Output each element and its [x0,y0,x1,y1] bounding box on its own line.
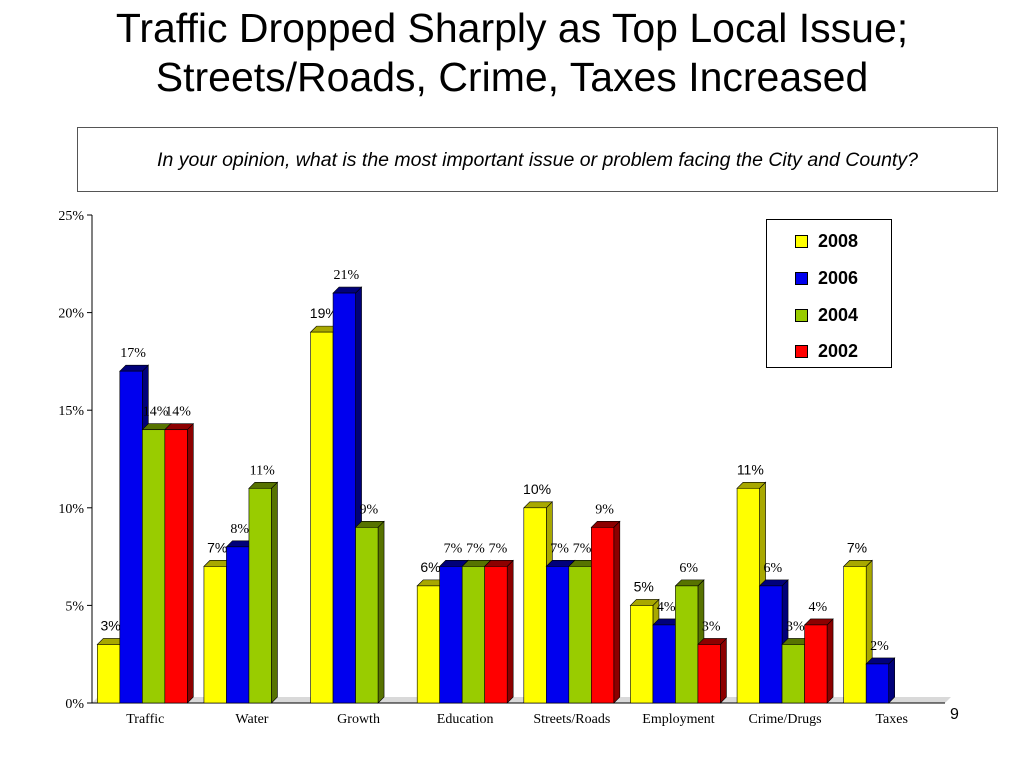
bar-side-2002-crime-drugs [826,618,834,704]
bar-2006-crime-drugs [759,585,783,704]
data-label-2006-employment: 4% [657,600,676,615]
data-label-2004-employment: 6% [679,561,698,576]
legend-label-2002: 2002 [818,340,859,361]
legend-label-2004: 2004 [818,304,859,325]
data-label-2002-crime-drugs: 4% [808,600,827,615]
data-label-2002-employment: 3% [702,619,721,634]
page-number: 9 [950,706,959,723]
data-label-2008-growth: 19% [310,305,338,321]
bar-2004-streets-roads [568,566,592,704]
legend-label-2006: 2006 [818,267,859,288]
data-label-2006-crime-drugs: 6% [763,561,782,576]
data-label-2008-taxes: 7% [847,539,867,555]
x-tick-label-education: Education [437,712,494,727]
legend-swatch-2002 [795,344,808,358]
bar-2002-traffic [164,429,188,704]
data-label-2004-water: 11% [250,463,275,478]
bar-2008-employment [630,605,654,704]
data-label-2006-streets-roads: 7% [550,541,569,556]
bar-side-2006-taxes [888,657,895,704]
bar-2004-growth [355,527,379,704]
bar-2008-growth [310,331,334,704]
bar-2002-employment [697,644,721,704]
x-tick-label-water: Water [235,712,268,727]
data-label-2008-water: 7% [207,539,227,555]
legend-item-2004: 2004 [795,304,858,326]
bar-2006-education [439,566,463,704]
x-tick-label-taxes: Taxes [875,712,907,727]
data-label-2002-streets-roads: 9% [595,502,614,517]
data-label-2008-traffic: 3% [100,617,120,633]
bar-2006-growth [332,292,356,704]
legend-swatch-2008 [795,234,808,248]
legend-swatch-2006 [795,271,808,285]
data-label-2008-crime-drugs: 11% [737,461,764,477]
bar-2008-streets-roads [523,507,547,704]
title-line-1: Traffic Dropped Sharply as Top Local Iss… [115,5,909,51]
data-label-2008-education: 6% [420,559,440,575]
x-tick-label-streets-roads: Streets/Roads [533,712,610,727]
data-label-2004-crime-drugs: 3% [786,619,805,634]
bar-2008-traffic [97,644,121,704]
data-label-2004-traffic: 14% [143,405,169,420]
bar-side-2002-traffic [187,422,194,704]
x-tick-label-employment: Employment [642,712,714,727]
y-tick-label: 20% [58,307,84,322]
slide-title: Traffic Dropped Sharply as Top Local Iss… [0,4,1024,102]
data-label-2002-traffic: 14% [165,405,191,420]
data-label-2004-growth: 9% [359,502,378,517]
bar-side-2002-education [506,559,514,704]
legend-label-2008: 2008 [818,230,859,251]
x-tick-label-traffic: Traffic [126,712,164,727]
plot-floor [92,697,951,703]
bar-side-2002-streets-roads [613,520,621,704]
legend-item-2008: 2008 [795,230,858,252]
bar-2006-water [226,546,250,704]
y-tick-label: 10% [58,502,84,517]
bar-side-2004-water [271,481,278,704]
question-text: In your opinion, what is the most import… [157,148,918,171]
bar-2008-water [203,566,227,704]
data-label-2006-growth: 21% [333,268,359,283]
data-label-2002-education: 7% [489,541,508,556]
bar-2006-taxes [865,663,889,704]
data-label-2006-education: 7% [444,541,463,556]
bar-2002-streets-roads [591,527,615,704]
bar-2004-water [248,487,272,704]
bar-2002-education [484,566,508,704]
bar-2004-crime-drugs [781,644,805,704]
data-label-2006-taxes: 2% [870,639,889,654]
chart-legend: 2008 2006 2004 2002 [766,219,892,368]
bar-2008-crime-drugs [736,487,760,704]
question-box: In your opinion, what is the most import… [77,127,998,192]
legend-swatch-2004 [795,308,808,322]
x-tick-label-growth: Growth [337,712,380,727]
bar-2008-taxes [843,566,867,704]
data-label-2006-traffic: 17% [120,346,146,361]
data-label-2008-employment: 5% [634,578,654,594]
bar-side-2002-employment [720,637,727,704]
title-line-2: Streets/Roads, Crime, Taxes Increased [155,54,869,100]
data-label-2006-water: 8% [230,522,249,537]
data-label-2004-streets-roads: 7% [573,541,592,556]
bar-2008-education [416,585,440,704]
bar-2006-streets-roads [546,566,570,704]
bar-2006-traffic [119,370,143,704]
bar-side-2004-growth [377,520,385,704]
y-tick-label: 15% [58,404,84,419]
y-tick-label: 25% [58,209,84,224]
legend-item-2002: 2002 [795,340,858,362]
bar-2004-education [461,566,485,704]
bar-2004-traffic [142,429,166,704]
data-label-2008-streets-roads: 10% [523,481,551,497]
y-tick-label: 5% [65,599,84,614]
bar-2006-employment [652,624,676,704]
data-label-2004-education: 7% [466,541,485,556]
bar-2004-employment [675,585,699,704]
y-tick-label: 0% [65,697,84,712]
bar-2002-crime-drugs [804,624,828,704]
legend-item-2006: 2006 [795,267,858,289]
x-tick-label-crime-drugs: Crime/Drugs [749,712,822,727]
